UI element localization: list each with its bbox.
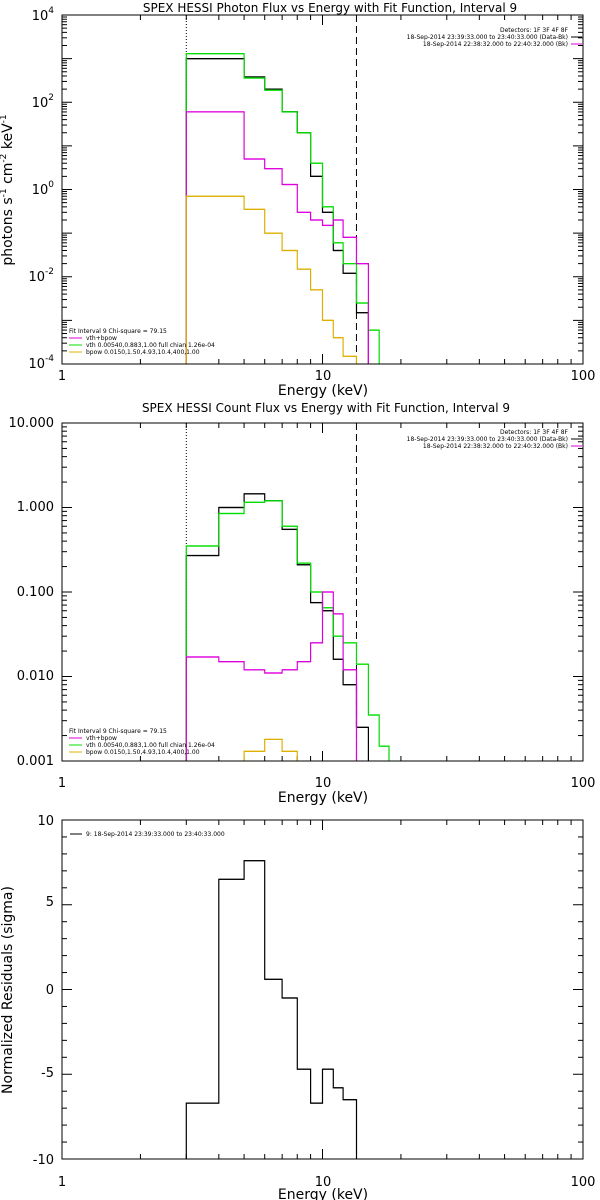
count-flux-panel: SPEX HESSI Count Flux vs Energy with Fit… — [9, 401, 596, 806]
x-axis-label: Energy (keV) — [278, 383, 368, 399]
series-bpow — [243, 738, 298, 761]
series-data — [185, 493, 369, 761]
legend-detectors: Detectors: 1F 3F 4F 8F — [500, 27, 569, 34]
x-tick-label: 100 — [571, 369, 596, 384]
y-tick-label: 102 — [32, 93, 54, 111]
y-tick-label: 0.001 — [17, 754, 54, 769]
y-tick-label: 10-2 — [28, 267, 54, 285]
x-tick-label: 100 — [571, 1175, 596, 1190]
series-line — [185, 591, 358, 761]
series-total — [185, 500, 390, 761]
legend-bk-interval: 18-Sep-2014 22:38:32.000 to 22:40:32.000… — [423, 443, 568, 450]
x-tick-labels: 1 10 100 — [58, 369, 596, 384]
y-tick-label: 10-4 — [28, 354, 54, 372]
x-tick-label: 10 — [315, 369, 332, 384]
series-data — [185, 58, 369, 364]
legend-total-label: vth+bpow — [86, 335, 117, 342]
plot-frame — [61, 14, 584, 365]
legend-top: 9: 18-Sep-2014 23:39:33.000 to 23:40:33.… — [70, 831, 225, 838]
legend-top: Detectors: 1F 3F 4F 8F 18-Sep-2014 23:39… — [407, 429, 582, 450]
y-tick-labels: -10 -5 0 5 10 — [33, 814, 54, 1168]
series-line — [185, 111, 369, 364]
plot-area — [61, 819, 584, 1160]
legend-data-interval: 18-Sep-2014 23:39:33.000 to 23:40:33.000… — [407, 34, 568, 41]
x-tick-label: 100 — [571, 776, 596, 791]
legend-bk-interval: 18-Sep-2014 22:38:32.000 to 22:40:32.000… — [423, 41, 568, 48]
x-axis-label: Energy (keV) — [278, 790, 368, 806]
y-tick-label: 104 — [32, 6, 55, 24]
x-axis-label: Energy (keV) — [278, 1187, 368, 1200]
legend-vth-label: vth 0.00540,0.883,1.00 full chian 1.26e-… — [86, 342, 215, 349]
y-axis-label: Normalized Residuals (sigma) — [0, 886, 16, 1094]
x-tick-label: 1 — [58, 1175, 66, 1190]
legend-bpow-label: bpow 0.0150,1.50,4.93,10.4,400,1.00 — [86, 349, 200, 356]
series-line — [185, 493, 369, 761]
chart-title: SPEX HESSI Photon Flux vs Energy with Fi… — [143, 1, 517, 15]
legend-vth-label: vth 0.00540,0.883,1.00 full chian 1.26e-… — [86, 742, 215, 749]
series-line — [243, 738, 298, 761]
series-data — [185, 860, 358, 1159]
y-tick-label: -5 — [41, 1066, 54, 1081]
plot-area — [61, 422, 584, 762]
legend-fit-interval: Fit Interval 9 Chi-square = 79.15 — [69, 328, 167, 335]
legend-residual-interval: 9: 18-Sep-2014 23:39:33.000 to 23:40:33.… — [86, 831, 225, 838]
x-tick-label: 1 — [58, 776, 66, 791]
plot-area — [61, 14, 584, 365]
x-tick-label: 10 — [315, 776, 332, 791]
svg-text:Normalized Residuals (sigma): Normalized Residuals (sigma) — [0, 886, 16, 1094]
y-tick-label: 0 — [46, 983, 54, 998]
svg-text:photons s-1 cm-2 keV-1: photons s-1 cm-2 keV-1 — [0, 114, 16, 265]
series-line — [185, 58, 369, 364]
chart-title: SPEX HESSI Count Flux vs Energy with Fit… — [142, 401, 510, 415]
legend-detectors: Detectors: 1F 3F 4F 8F — [500, 429, 569, 436]
series-line — [185, 500, 390, 761]
legend-bottom: Fit Interval 9 Chi-square = 79.15 vth+bp… — [69, 728, 215, 756]
y-tick-label: 100 — [32, 180, 55, 198]
series-line — [185, 195, 358, 364]
y-tick-labels: 0.001 0.010 0.100 1.000 10.000 — [9, 416, 55, 769]
legend-data-interval: 18-Sep-2014 23:39:33.000 to 23:40:33.000… — [407, 436, 568, 443]
legend-bpow-label: bpow 0.0150,1.50,4.93,10.4,400,1.00 — [86, 749, 200, 756]
x-tick-label: 10 — [315, 1175, 332, 1190]
x-tick-labels: 1 10 100 — [58, 776, 596, 791]
y-tick-label: -10 — [33, 1153, 54, 1168]
legend-fit-interval: Fit Interval 9 Chi-square = 79.15 — [69, 728, 167, 735]
plot-frame — [61, 819, 584, 1160]
y-tick-label: 0.010 — [17, 669, 54, 684]
y-tick-label: 5 — [46, 895, 54, 910]
series-bpow — [185, 195, 358, 364]
legend-top: Detectors: 1F 3F 4F 8F 18-Sep-2014 23:39… — [407, 27, 582, 48]
y-tick-label: 10.000 — [9, 416, 55, 431]
x-tick-label: 1 — [58, 369, 66, 384]
x-tick-labels: 1 10 100 — [58, 1175, 596, 1190]
series-vth — [185, 591, 358, 761]
residuals-panel: Normalized Residuals (sigma) Energy (keV… — [0, 814, 595, 1200]
series-total — [185, 53, 380, 364]
series-line — [185, 860, 358, 1159]
legend-total-label: vth+bpow — [86, 735, 117, 742]
photon-flux-panel: SPEX HESSI Photon Flux vs Energy with Fi… — [0, 1, 595, 399]
y-tick-label: 10 — [37, 814, 54, 829]
series-vth — [185, 111, 369, 364]
y-tick-label: 1.000 — [17, 500, 54, 515]
series-line — [185, 53, 380, 364]
y-tick-label: 0.100 — [17, 585, 54, 600]
y-tick-labels: 10-4 10-2 100 102 104 — [28, 6, 54, 372]
y-axis-label: photons s-1 cm-2 keV-1 — [0, 114, 16, 265]
plot-frame — [61, 422, 584, 762]
legend-bottom: Fit Interval 9 Chi-square = 79.15 vth+bp… — [69, 328, 215, 356]
